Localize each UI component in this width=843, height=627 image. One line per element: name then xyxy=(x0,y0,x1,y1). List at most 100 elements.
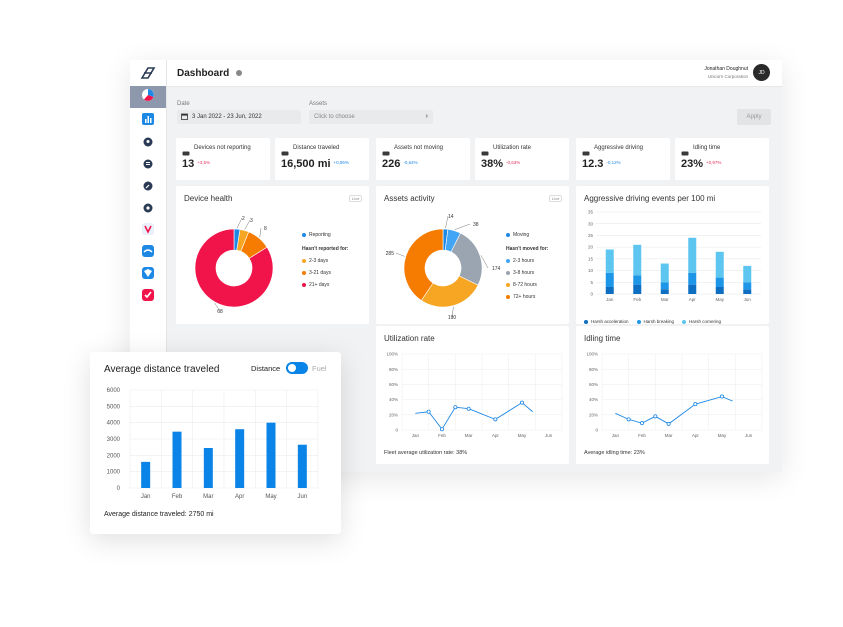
toggle-fuel-label[interactable]: Fuel xyxy=(312,364,327,373)
kpi-card[interactable]: Assets not moving 226 -0,64% xyxy=(376,138,470,180)
bar[interactable] xyxy=(203,447,213,488)
leader-line xyxy=(451,306,454,318)
kpi-card[interactable]: Distance traveled 16,500 mi +0,95% xyxy=(275,138,369,180)
data-point[interactable] xyxy=(519,400,524,405)
sidebar-item-app-4[interactable] xyxy=(130,286,166,308)
sidebar-item-settings[interactable] xyxy=(130,198,166,220)
data-point[interactable] xyxy=(453,405,458,410)
date-range-value: 3 Jan 2022 - 23 Jun, 2022 xyxy=(192,114,262,120)
kpi-change: -0,63% xyxy=(506,160,521,165)
pie-data-label: 3 xyxy=(250,218,253,224)
bar-segment[interactable] xyxy=(743,282,752,290)
bar-segment[interactable] xyxy=(715,286,724,294)
legend-label: 3-8 hours xyxy=(513,270,535,276)
data-point[interactable] xyxy=(440,427,445,432)
sidebar-item-dashboard[interactable] xyxy=(130,86,166,108)
car-fast-icon xyxy=(582,144,590,162)
sidebar-item-reports[interactable] xyxy=(130,110,166,132)
legend-item[interactable]: 3-8 hours xyxy=(506,270,548,276)
data-point[interactable] xyxy=(466,406,471,411)
aggressive-driving-title: Aggressive driving events per 100 mi xyxy=(584,194,716,203)
bar-segment[interactable] xyxy=(743,265,752,283)
pie-data-label: 38 xyxy=(473,222,479,228)
dashboard-icon xyxy=(141,88,155,107)
average-distance-card: Average distance traveled Distance Fuel … xyxy=(90,352,341,534)
device-health-title: Device health xyxy=(184,194,233,203)
y-tick-label: 40% xyxy=(589,397,598,402)
legend-item[interactable]: Harsh acceleration xyxy=(584,319,629,324)
data-point[interactable] xyxy=(719,394,724,399)
legend-item[interactable]: 2-3 hours xyxy=(506,258,548,264)
bar-segment[interactable] xyxy=(688,284,697,294)
kpi-card[interactable]: Devices not reporting 13 +3,6% xyxy=(176,138,270,180)
data-point[interactable] xyxy=(426,409,431,414)
bar-segment[interactable] xyxy=(633,275,642,285)
data-point[interactable] xyxy=(493,417,498,422)
bar-segment[interactable] xyxy=(660,282,669,290)
wrench-icon xyxy=(143,178,153,196)
bar-segment[interactable] xyxy=(605,286,614,294)
bar-segment[interactable] xyxy=(633,244,642,276)
legend-item[interactable]: Harsh breaking xyxy=(636,319,674,324)
x-tick-label: Feb xyxy=(172,494,183,500)
data-point[interactable] xyxy=(653,414,658,419)
data-point[interactable] xyxy=(693,402,698,407)
bar-segment[interactable] xyxy=(715,251,724,278)
bar-segment[interactable] xyxy=(605,272,614,287)
bar-segment[interactable] xyxy=(660,289,669,294)
kpi-label: Idling time xyxy=(693,145,721,151)
legend-item[interactable]: 21+ days xyxy=(302,282,348,288)
data-point[interactable] xyxy=(640,421,645,426)
data-point[interactable] xyxy=(666,421,671,426)
sidebar-item-list[interactable] xyxy=(130,154,166,176)
legend-item[interactable]: 2-3 days xyxy=(302,258,348,264)
top-bar: Dashboard Jonathan Doughnut Unicorn Corp… xyxy=(167,60,782,87)
bar[interactable] xyxy=(172,431,182,488)
legend-item[interactable]: 8-72 hours xyxy=(506,282,548,288)
sidebar-item-app-2[interactable] xyxy=(130,242,166,264)
data-point[interactable] xyxy=(626,417,631,422)
kpi-card[interactable]: Idling time 23% +0,97% xyxy=(675,138,769,180)
x-tick-label: Jun xyxy=(545,433,553,438)
avatar[interactable]: JD xyxy=(753,64,770,81)
date-range-field[interactable]: 3 Jan 2022 - 23 Jun, 2022 xyxy=(177,110,301,124)
pie-slice[interactable] xyxy=(403,228,444,301)
pie-slice[interactable] xyxy=(194,228,274,308)
y-tick-label: 100% xyxy=(386,352,398,357)
assets-activity-pie: 14 38 174 190 285 xyxy=(386,214,501,320)
bar[interactable] xyxy=(141,461,151,488)
kpi-card[interactable]: Aggressive driving 12.3 -0,12% xyxy=(576,138,670,180)
bar[interactable] xyxy=(297,444,307,488)
bar[interactable] xyxy=(266,422,276,488)
bar-segment[interactable] xyxy=(660,263,669,283)
x-tick-label: Apr xyxy=(492,433,500,438)
bar-segment[interactable] xyxy=(688,272,697,285)
bar-segment[interactable] xyxy=(715,277,724,287)
sidebar-item-maintenance[interactable] xyxy=(130,176,166,198)
bar-segment[interactable] xyxy=(633,284,642,294)
info-icon[interactable] xyxy=(236,70,242,76)
toggle-distance-label[interactable]: Distance xyxy=(251,364,281,373)
assets-select[interactable]: Click to choose › xyxy=(309,110,433,124)
legend-item[interactable]: Reporting xyxy=(302,232,348,238)
sidebar-item-map[interactable] xyxy=(130,132,166,154)
legend-item[interactable]: 72+ hours xyxy=(506,294,548,300)
date-label: Date xyxy=(177,101,190,107)
x-tick-label: Mar xyxy=(465,433,473,438)
bar[interactable] xyxy=(235,429,245,488)
legend-item[interactable]: 3-21 days xyxy=(302,270,348,276)
sidebar-item-app-3[interactable] xyxy=(130,264,166,286)
bar-segment[interactable] xyxy=(688,237,697,273)
bar-segment[interactable] xyxy=(605,249,614,273)
bar-segment[interactable] xyxy=(743,289,752,294)
legend-label: 2-3 days xyxy=(309,258,329,264)
apply-button[interactable]: Apply xyxy=(737,109,771,125)
distance-fuel-toggle[interactable] xyxy=(286,362,308,374)
x-tick-label: May xyxy=(518,433,527,438)
kpi-card[interactable]: Utilization rate 38% -0,63% xyxy=(475,138,569,180)
legend-item[interactable]: Moving xyxy=(506,232,548,238)
legend-swatch xyxy=(506,232,510,237)
sidebar-item-app-1[interactable] xyxy=(130,220,166,242)
legend-item[interactable]: Harsh cornering xyxy=(682,319,721,324)
logo-icon[interactable] xyxy=(130,62,166,84)
